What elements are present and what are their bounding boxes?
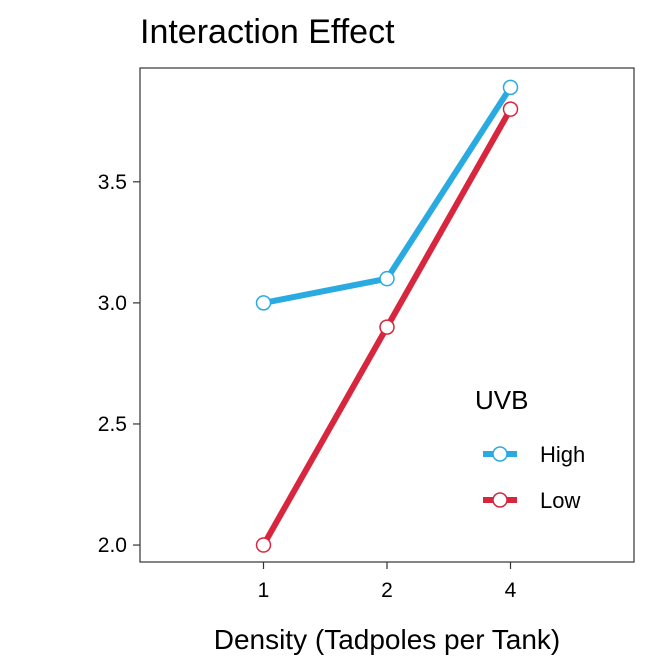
data-point-low <box>379 319 395 335</box>
legend-key-point <box>492 446 508 462</box>
x-tick-label: 1 <box>258 579 270 602</box>
x-tick-label: 2 <box>381 579 393 602</box>
legend-label: High <box>540 442 585 467</box>
x-axis: 1 2 4 <box>258 562 517 602</box>
y-tick-label: 3.0 <box>98 292 127 315</box>
data-point-high <box>379 270 395 287</box>
legend-key-point <box>492 492 508 508</box>
legend-item-high: High <box>483 442 585 467</box>
y-axis: 2.0 2.5 3.0 3.5 <box>98 171 140 557</box>
legend-label: Low <box>540 488 580 513</box>
y-tick-label: 2.0 <box>98 534 127 557</box>
legend-title: UVB <box>475 385 528 415</box>
data-point-low <box>255 537 272 553</box>
x-tick-label: 4 <box>505 579 517 602</box>
chart-title: Interaction Effect <box>140 13 395 51</box>
data-point-high <box>502 79 519 96</box>
legend-items: High Low <box>483 442 585 513</box>
legend-item-low: Low <box>483 488 580 513</box>
data-point-low <box>502 101 519 117</box>
series-layer <box>255 79 519 553</box>
data-point-high <box>255 295 272 311</box>
x-axis-title: Density (Tadpoles per Tank) <box>214 624 561 655</box>
y-tick-label: 2.5 <box>98 413 127 436</box>
legend: UVB High Low <box>475 385 585 513</box>
plot-panel <box>139 67 635 563</box>
y-tick-label: 3.5 <box>98 171 127 194</box>
